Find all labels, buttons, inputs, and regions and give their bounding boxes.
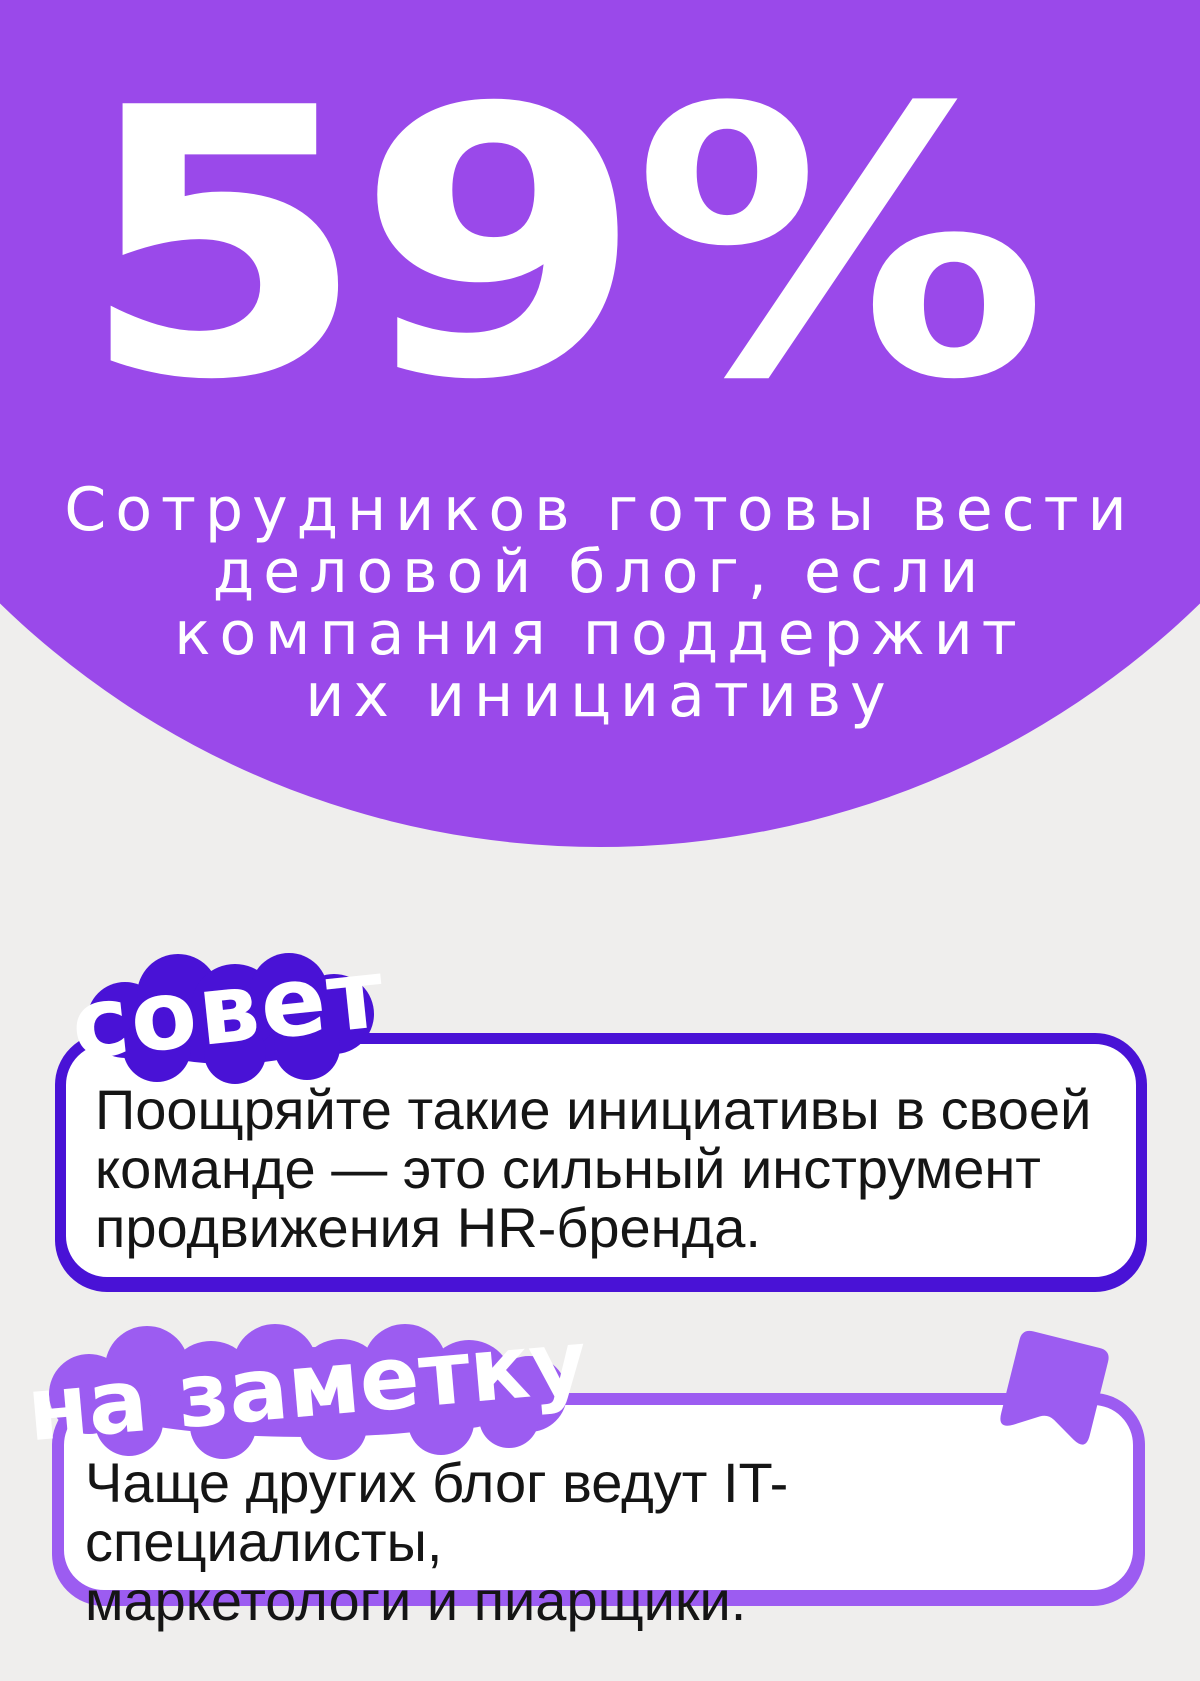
- tip-card: Поощряйте такие инициативы в своей коман…: [55, 1033, 1147, 1288]
- hero-circle-background: [0, 0, 1200, 847]
- tip-badge: совет: [66, 937, 390, 1086]
- tip-card-text: Поощряйте такие инициативы в своей коман…: [95, 1078, 1092, 1259]
- note-badge-blob: [49, 1324, 567, 1460]
- note-badge: на заметку: [23, 1309, 591, 1461]
- note-card-text: Чаще других блог ведут IT-специалисты, м…: [85, 1451, 789, 1632]
- tip-badge-blob: [87, 953, 374, 1084]
- bookmark-icon: [990, 1323, 1118, 1457]
- stat-value: 59%: [0, 61, 1158, 431]
- stat-number: 59%: [78, 31, 1048, 461]
- stat-description: Сотрудников готовы вести деловой блог, е…: [64, 475, 1136, 731]
